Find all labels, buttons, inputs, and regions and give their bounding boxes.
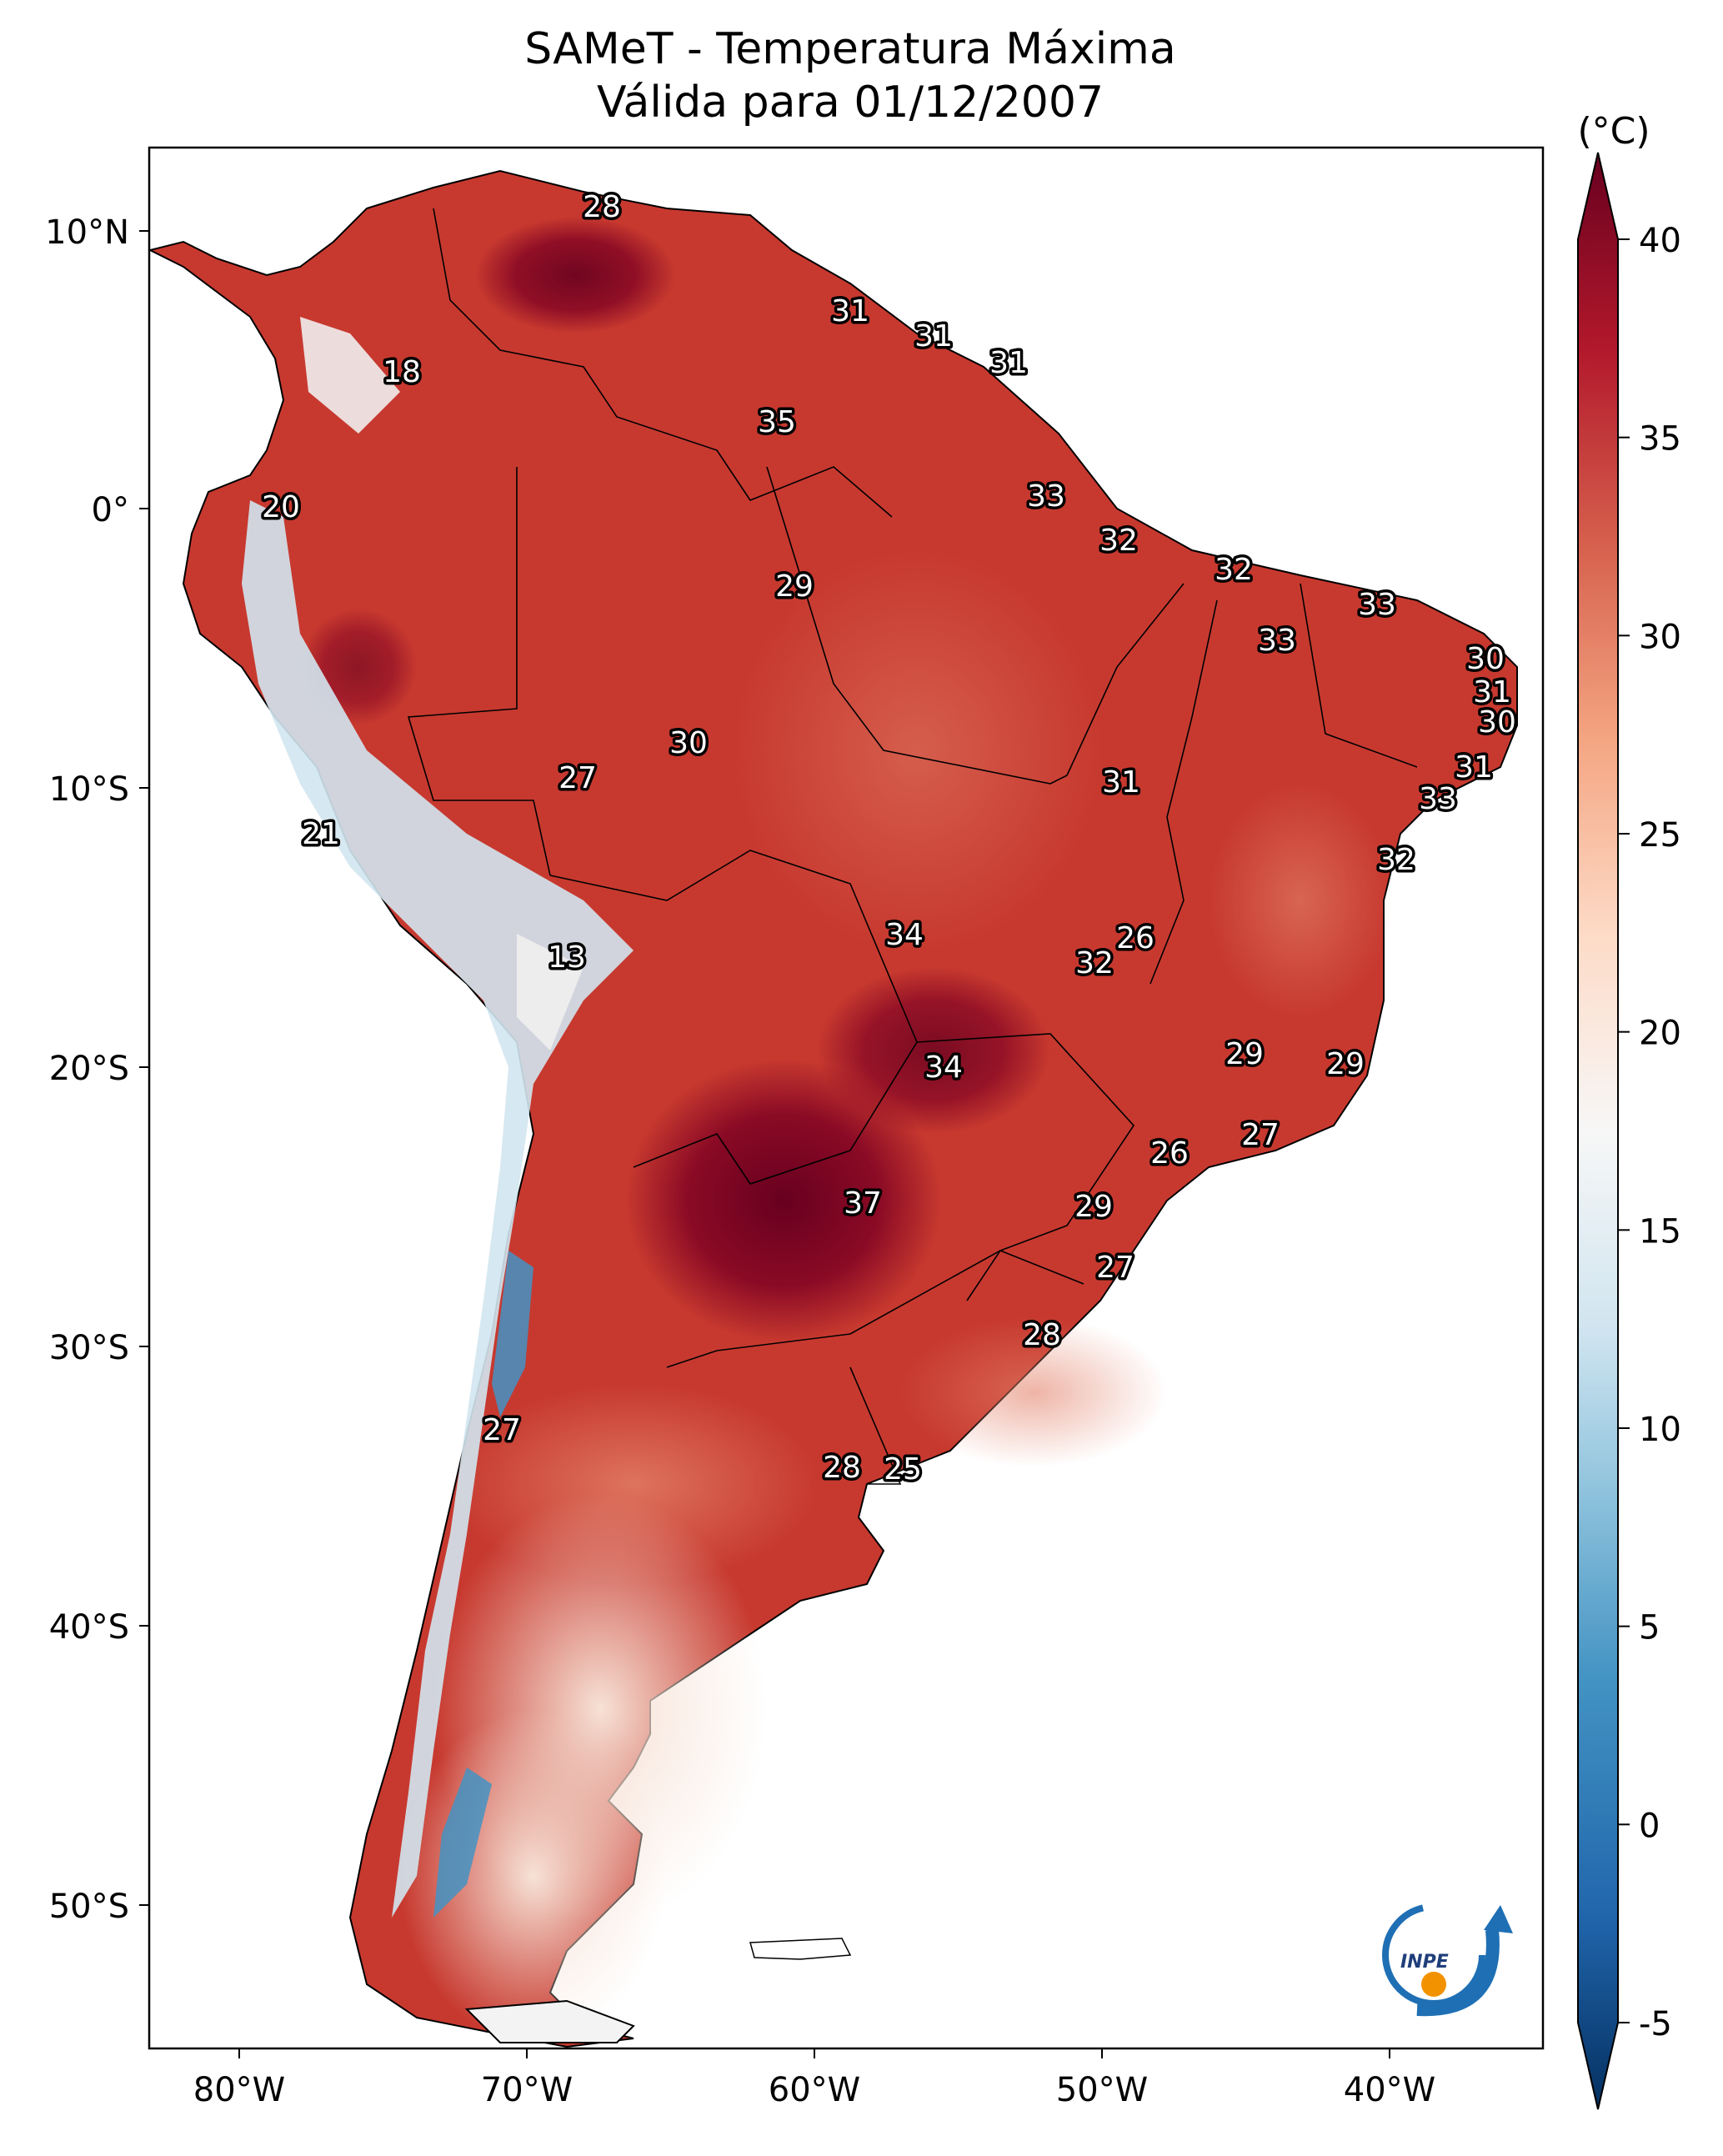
station-value-label: 33 [1258,624,1296,658]
colorbar-tick-label: 15 [1639,1212,1681,1251]
colorbar-tick-label: 30 [1639,618,1681,656]
station-value-label: 31 [831,294,869,328]
station-value-label: 31 [1102,765,1140,800]
longitude-tick-label: 50°W [1056,2071,1148,2109]
station-value-label: 33 [1358,588,1396,622]
latitude-tick-label: 20°S [49,1050,129,1088]
station-value-label: 28 [1023,1318,1061,1352]
inpe-logo-icon: INPE [1382,1903,1513,2017]
colorbar-tick-label: 20 [1639,1015,1681,1053]
station-value-label: 37 [844,1186,882,1221]
temperature-field [149,169,1518,2048]
colorbar-tick-label: 40 [1639,222,1681,260]
station-value-label: 31 [1455,750,1493,785]
map-frame [148,146,1545,2050]
station-value-label: 29 [1074,1190,1113,1224]
station-value-label: 30 [1478,705,1516,740]
map-title: SAMeT - Temperatura Máxima [524,24,1176,74]
station-value-label: 33 [1027,479,1065,514]
station-value-label: 33 [1419,782,1457,816]
station-value-label: 26 [1116,921,1155,955]
andes-cold-band [242,500,634,1918]
colorbar-unit: (°C) [1577,110,1650,153]
station-value-label: 13 [548,940,586,975]
logo-text: INPE [1400,1952,1449,1973]
station-value-label: 28 [823,1451,861,1485]
station-value-label: 18 [383,355,421,389]
longitude-tick-label: 60°W [769,2071,860,2109]
station-value-label: 31 [914,319,953,353]
longitude-tick-label: 40°W [1344,2071,1435,2109]
station-value-label: 31 [1473,675,1511,709]
station-value-label: 30 [669,726,708,760]
station-value-label: 29 [775,569,814,604]
latitude-tick-label: 0° [92,491,129,529]
station-value-label: 29 [1225,1037,1264,1071]
longitude-tick-label: 80°W [193,2071,285,2109]
latitude-tick-label: 10°N [45,213,129,252]
station-value-label: 32 [1377,843,1415,877]
colorbar-tick-label: -5 [1639,2005,1672,2043]
station-value-label: 32 [1075,946,1114,980]
colorbar-tick-label: 0 [1639,1807,1660,1845]
map-subtitle: Válida para 01/12/2007 [596,78,1104,128]
station-value-label: 35 [758,405,796,439]
country-borders [407,208,1418,1485]
station-value-label: 20 [262,490,300,524]
longitude-axis: 80°W 70°W 60°W 50°W 40°W [193,2048,1435,2109]
station-value-label: 25 [884,1452,922,1487]
colorbar-tick-label: 10 [1639,1411,1681,1449]
latitude-tick-label: 10°S [49,770,129,809]
colorbar-tick-label: 5 [1639,1609,1660,1647]
station-value-label: 31 [989,346,1028,380]
colorbar: (°C) 40 35 30 25 20 15 10 5 0 -5 [1577,110,1681,2110]
station-value-label: 27 [483,1413,521,1447]
latitude-tick-label: 40°S [49,1608,129,1647]
station-value-label: 32 [1099,524,1138,558]
station-value-label: 21 [302,817,340,851]
station-value-label: 27 [558,761,597,795]
station-value-label: 26 [1150,1136,1189,1171]
station-value-label: 34 [885,918,924,952]
station-value-label: 28 [583,190,621,224]
station-value-label: 34 [924,1050,963,1085]
station-value-label: 32 [1215,553,1253,587]
station-value-label: 29 [1326,1047,1365,1081]
station-value-label: 27 [1241,1118,1280,1152]
colorbar-tick-label: 35 [1639,420,1681,459]
station-value-label: 30 [1466,642,1505,676]
colorbar-bar [1577,152,1619,2110]
latitude-axis: 10°N 0° 10°S 20°S 30°S 40°S 50°S [45,213,149,1926]
latitude-tick-label: 50°S [49,1888,129,1926]
longitude-tick-label: 70°W [481,2071,573,2109]
latitude-tick-label: 30°S [49,1329,129,1367]
station-value-label: 27 [1096,1251,1134,1285]
colorbar-tick-label: 25 [1639,816,1681,855]
